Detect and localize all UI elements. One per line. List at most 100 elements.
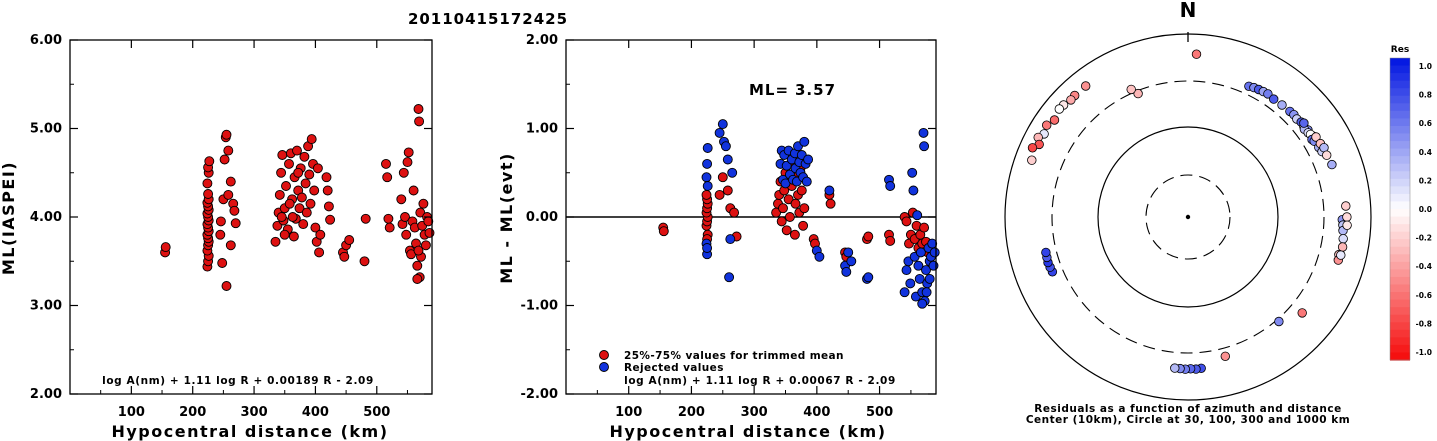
ml-point-s0-63 (300, 178, 311, 189)
res-point-s0-47 (863, 231, 874, 242)
colorbar-cell-22 (1390, 224, 1410, 233)
res-point-s1-45 (863, 272, 874, 283)
res-point-s1-57 (913, 260, 924, 271)
ml-point-s0-90 (360, 213, 371, 224)
polar-point-41 (1321, 150, 1332, 160)
colorbar-cell-27 (1390, 261, 1410, 270)
res-point-s1-35 (801, 176, 812, 187)
ml-point-s0-74 (314, 247, 325, 258)
residual-azimuth-points (1027, 49, 1352, 374)
res-point-s0-14 (722, 185, 733, 196)
ml-point-s0-31 (223, 145, 234, 156)
colorbar-cell-5 (1390, 95, 1410, 104)
polar-point-67 (1041, 247, 1051, 258)
res-point-s0-31 (789, 229, 800, 240)
res-point-s1-14 (727, 167, 738, 178)
res-point-s0-37 (796, 185, 807, 196)
colorbar-cell-19 (1390, 201, 1410, 210)
ml-point-s0-39 (223, 189, 234, 200)
polar-point-6 (1049, 115, 1060, 125)
ml-point-s0-43 (274, 189, 285, 200)
residual-colorbar: Res 1.0 0.8 0.6 0.4 0.2 0.0 -0.2 -0.4 -0.6 -0.8 -1… (1389, 45, 1432, 361)
polar-point-46 (1341, 201, 1351, 211)
res-point-s1-52 (907, 167, 918, 178)
ml-point-s0-121 (412, 274, 423, 284)
colorbar-cell-23 (1390, 231, 1410, 240)
colorbar-cell-29 (1390, 276, 1410, 286)
legend-marker-rejected (599, 362, 609, 372)
ml-point-s0-64 (301, 207, 312, 218)
res-point-s0-27 (783, 194, 794, 205)
res-ytick-label-1: -1.00 (521, 299, 558, 314)
res-point-s1-58 (914, 273, 925, 284)
ml-point-s0-44 (276, 167, 287, 178)
ml-point-s0-70 (309, 185, 320, 196)
ml-point-s0-45 (277, 150, 288, 160)
ml-point-s0-30 (221, 129, 232, 140)
colorbar-tick-label-10: -1.0 (1416, 348, 1432, 357)
colorbar-tick-label-6: -0.2 (1416, 234, 1432, 243)
ring-30km (1145, 174, 1231, 260)
ml-point-s0-112 (415, 207, 426, 218)
center-dot (1185, 214, 1191, 220)
ml-label: ML= (749, 81, 789, 99)
polar-point-11 (1027, 143, 1038, 153)
ml-point-s0-71 (310, 222, 321, 233)
res-point-s0-26 (781, 225, 792, 236)
res-point-s1-73 (924, 273, 935, 284)
colorbar-tick-label-2: 0.6 (1419, 119, 1432, 128)
ml-point-s0-56 (292, 145, 302, 156)
res-point-s0-12 (714, 189, 725, 200)
res-point-s1-53 (908, 185, 919, 196)
ml-point-s0-95 (396, 194, 407, 205)
ml-ytick-label-0: 2.00 (30, 387, 62, 402)
residual-axis-ticks: 100 200 300 400 500 -2.00 -1.00 0.00 1.00 2.00 (521, 33, 936, 420)
ring-100km (1097, 126, 1279, 308)
polar-point-14 (1126, 84, 1136, 95)
res-point-s0-32 (790, 198, 801, 209)
res-point-s1-49 (901, 265, 912, 276)
ml-plot-frame (69, 39, 433, 395)
res-point-s1-39 (824, 185, 835, 196)
ml-point-s0-105 (408, 185, 419, 196)
polar-point-54 (1297, 308, 1307, 318)
ml-vs-distance-panel: 100 200 300 400 500 2.00 3.00 4.00 5.00 6.00 log … (0, 33, 435, 441)
colorbar-cell-14 (1390, 163, 1410, 172)
ml-point-s0-83 (323, 201, 334, 212)
ml-point-s0-53 (288, 231, 299, 242)
ml-point-s0-88 (344, 235, 355, 245)
colorbar-frame (1389, 57, 1411, 361)
ml-point-s0-20 (203, 189, 214, 199)
ring-300km (1051, 80, 1325, 354)
ml-point-s0-26 (215, 216, 226, 227)
colorbar-cell-1 (1390, 65, 1410, 74)
polar-point-53 (1336, 250, 1346, 260)
res-point-s0-38 (798, 220, 809, 231)
ml-point-s0-101 (403, 147, 414, 158)
res-point-s1-42 (843, 247, 854, 258)
ml-point-s0-73 (312, 163, 323, 174)
ml-point-s0-92 (382, 172, 393, 183)
polar-point-62 (1170, 363, 1180, 373)
res-ytick-label-0: -2.00 (521, 387, 558, 402)
ml-xtick-label-2: 300 (240, 405, 267, 420)
ml-ytick-label-4: 6.00 (30, 33, 62, 48)
colorbar-cell-30 (1390, 284, 1410, 293)
ml-point-s0-50 (284, 158, 294, 169)
ml-point-s0-33 (221, 281, 232, 291)
residual-x-axis-title: Hypocentral distance (km) (609, 422, 886, 441)
res-xtick-label-0: 100 (615, 405, 642, 420)
polar-point-21 (1277, 100, 1287, 110)
res-point-s0-49 (885, 235, 896, 246)
residual-vs-distance-panel: 100 200 300 400 500 -2.00 -1.00 0.00 1.00 2.00 ML… (497, 33, 940, 441)
ml-point-s0-94 (384, 222, 395, 233)
colorbar-cell-37 (1390, 337, 1410, 346)
ml-point-s0-110 (414, 116, 425, 127)
colorbar-cell-35 (1390, 322, 1410, 331)
res-point-s1-69 (927, 238, 938, 249)
ml-point-s0-84 (325, 214, 336, 225)
polar-point-29 (1299, 118, 1309, 128)
colorbar-tick-label-1: 0.8 (1419, 91, 1432, 100)
polar-point-48 (1342, 220, 1352, 231)
ml-value: 3.57 (795, 81, 836, 99)
